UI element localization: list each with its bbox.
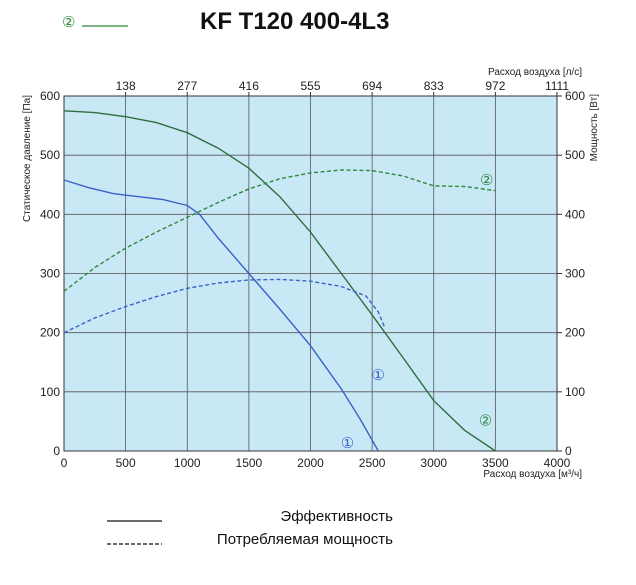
series-line-pressure-2 [63, 110, 496, 452]
y-right-tick-label: 400 [565, 207, 585, 221]
series-line-pressure-1 [63, 179, 379, 452]
y-right-tick-label: 500 [565, 148, 585, 162]
x-top-tick-label: 555 [300, 79, 320, 93]
curve-label: ② [480, 172, 493, 189]
x-bottom-tick-label: 3000 [420, 456, 447, 470]
x-bottom-tick-label: 3500 [482, 456, 509, 470]
x-bottom-tick-label: 0 [61, 456, 68, 470]
x-top-tick-label: 416 [239, 79, 259, 93]
y-right-axis-label: Мощность [Вт] [589, 94, 600, 162]
y-left-tick-label: 500 [40, 148, 60, 162]
series-line-power-4 [63, 169, 496, 292]
y-left-tick-label: 300 [40, 267, 60, 281]
y-left-tick-label: 600 [40, 89, 60, 103]
curve-label: ① [372, 367, 385, 384]
x-top-tick-label: 1111 [545, 79, 569, 93]
y-right-tick-label: 600 [565, 89, 585, 103]
x-top-axis-label: Расход воздуха [л/с] [488, 67, 582, 78]
y-right-tick-label: 100 [565, 385, 585, 399]
legend-item-efficiency: Эффективность [280, 508, 393, 525]
legend-item-power: Потребляемая мощность [217, 531, 393, 548]
legend: Эффективность Потребляемая мощность [107, 508, 393, 548]
y-right-tick-label: 0 [565, 444, 572, 458]
title-marker: ② [62, 14, 75, 31]
grid-lines [64, 96, 557, 451]
y-left-tick-label: 0 [53, 444, 60, 458]
y-left-tick-label: 400 [40, 207, 60, 221]
series-line-power-3 [63, 278, 386, 334]
x-top-tick-label: 833 [424, 79, 444, 93]
x-bottom-axis-label: Расход воздуха [м³/ч] [483, 469, 582, 480]
curve-labels: ① ① ② ② [341, 172, 494, 452]
y-right-tick-label: 200 [565, 326, 585, 340]
y-left-tick-label: 100 [40, 385, 60, 399]
series-layer [63, 110, 496, 452]
x-top-tick-label: 138 [116, 79, 136, 93]
x-top-tick-label: 277 [177, 79, 197, 93]
x-bottom-tick-label: 1500 [236, 456, 263, 470]
chart-title: KF T120 400-4L3 [200, 8, 389, 35]
x-bottom-tick-label: 2500 [359, 456, 386, 470]
x-bottom-tick-label: 1000 [174, 456, 201, 470]
y-right-tick-label: 300 [565, 267, 585, 281]
y-left-axis-label: Статическое давление [Па] [22, 95, 33, 222]
x-bottom-tick-label: 2000 [297, 456, 324, 470]
y-left-tick-label: 200 [40, 326, 60, 340]
curve-label: ① [341, 435, 354, 452]
x-bottom-tick-label: 500 [116, 456, 136, 470]
x-top-tick-label: 972 [485, 79, 505, 93]
x-bottom-tick-label: 4000 [544, 456, 571, 470]
x-top-tick-label: 694 [362, 79, 382, 93]
curve-label: ② [479, 413, 492, 430]
